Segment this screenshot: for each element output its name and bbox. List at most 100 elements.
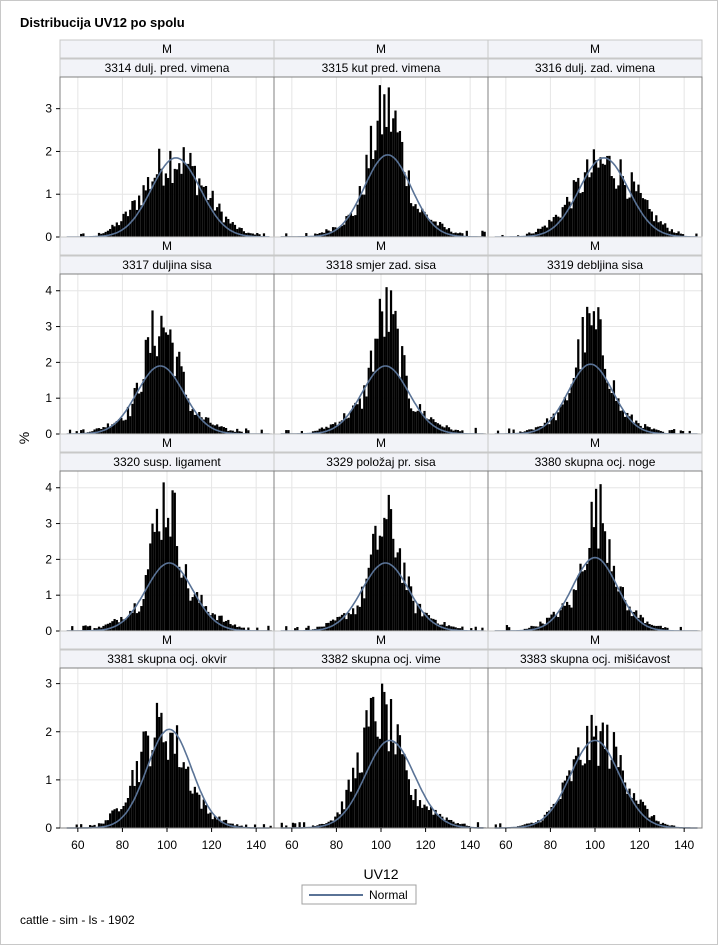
histogram-bar — [363, 385, 366, 434]
histogram-bar — [581, 571, 584, 631]
y-tick-label: 1 — [45, 773, 52, 787]
histogram-bar — [111, 224, 114, 237]
histogram-bar — [367, 726, 370, 828]
histogram-bar — [421, 807, 424, 828]
histogram-bar — [398, 548, 402, 631]
histogram-bar — [586, 725, 589, 828]
histogram-bar — [102, 823, 105, 828]
histogram-bar — [418, 800, 422, 828]
histogram-bar — [590, 325, 593, 434]
histogram-bar — [681, 431, 685, 434]
histogram-bar — [267, 625, 270, 631]
histogram-bar — [204, 805, 208, 828]
histogram-bar — [135, 209, 139, 237]
histogram-bar — [628, 197, 631, 237]
histogram-bar — [216, 424, 219, 434]
histogram-bar — [414, 204, 417, 237]
histogram-bar — [338, 616, 341, 631]
histogram-bar — [621, 176, 624, 237]
histogram-bar — [358, 772, 361, 828]
histogram-bar — [193, 786, 196, 828]
x-tick-label: 120 — [416, 838, 436, 852]
histogram-bar — [374, 150, 377, 237]
histogram-bar — [414, 411, 417, 434]
histogram-bar — [115, 808, 118, 828]
panel-group-label: M — [590, 42, 600, 56]
histogram-bar — [632, 181, 636, 237]
histogram-bar — [577, 747, 580, 828]
histogram-bar — [343, 413, 346, 434]
histogram-bar — [320, 427, 324, 434]
normal-curve — [66, 728, 270, 829]
histogram-bar — [314, 233, 317, 237]
histogram-bar — [126, 216, 130, 237]
histogram-bar — [610, 759, 613, 828]
histogram-bar — [153, 345, 156, 434]
legend-label: Normal — [369, 888, 408, 902]
histogram-bar — [427, 419, 431, 434]
histogram-bar — [334, 620, 337, 631]
histogram-bar — [412, 600, 415, 631]
histogram-bar — [97, 626, 101, 631]
histogram-bar — [349, 791, 353, 828]
histogram-bar — [474, 427, 477, 434]
histogram-bar — [336, 425, 339, 434]
histogram-bar — [396, 132, 399, 237]
normal-curve — [494, 157, 698, 238]
histogram-bar — [623, 416, 627, 434]
histogram-bar — [383, 94, 386, 237]
histogram-bar — [144, 575, 147, 631]
histogram-bar — [247, 627, 250, 631]
normal-curve — [66, 157, 270, 238]
histogram-bar — [131, 612, 134, 631]
histogram-bar — [334, 816, 337, 828]
histogram-bar — [372, 533, 375, 631]
histogram-bar — [100, 823, 103, 828]
histogram-bar — [557, 800, 560, 828]
histogram-bar — [195, 414, 199, 434]
histogram-bar — [619, 586, 622, 631]
histogram-bar — [581, 192, 584, 237]
histogram-bar — [566, 601, 569, 631]
histogram-bar — [659, 430, 662, 434]
histogram-bar — [216, 620, 219, 631]
normal-curve — [494, 739, 698, 829]
histogram-bar — [425, 806, 428, 828]
histogram-bar — [356, 404, 359, 434]
histogram-bar — [378, 535, 381, 631]
histogram-bar — [612, 178, 616, 237]
histogram-bar — [140, 751, 143, 828]
histogram-bar — [430, 806, 433, 828]
histogram-bar — [655, 625, 658, 631]
histogram-bar — [557, 616, 560, 631]
histogram-bar — [398, 377, 402, 434]
histogram-bar — [93, 628, 96, 631]
histogram-bar — [71, 626, 74, 631]
histogram-bar — [363, 598, 366, 631]
histogram-bar — [182, 762, 185, 828]
histogram-bar — [673, 232, 676, 237]
histogram-bar — [461, 233, 464, 237]
histogram-bar — [398, 735, 402, 828]
histogram-bar — [160, 168, 163, 237]
histogram-bar — [133, 388, 136, 434]
histogram-bar — [501, 234, 504, 237]
histogram-bar — [358, 398, 361, 434]
histogram-bar — [588, 177, 591, 237]
histogram-bar — [160, 315, 163, 434]
y-tick-label: 0 — [45, 230, 52, 244]
histogram-bar — [378, 85, 381, 237]
histogram-bar — [115, 222, 118, 237]
x-tick-label: 140 — [246, 838, 266, 852]
histogram-bar — [394, 110, 397, 237]
histogram-bar — [209, 422, 212, 434]
histogram-bar — [403, 172, 406, 237]
histogram-bar — [155, 508, 159, 631]
histogram-bar — [338, 421, 341, 434]
histogram-bar — [149, 189, 152, 237]
histogram-bar — [454, 429, 457, 434]
histogram-bar — [167, 517, 170, 631]
histogram-bar — [646, 200, 649, 237]
histogram-bar — [496, 430, 500, 434]
histogram-bar — [559, 798, 562, 828]
